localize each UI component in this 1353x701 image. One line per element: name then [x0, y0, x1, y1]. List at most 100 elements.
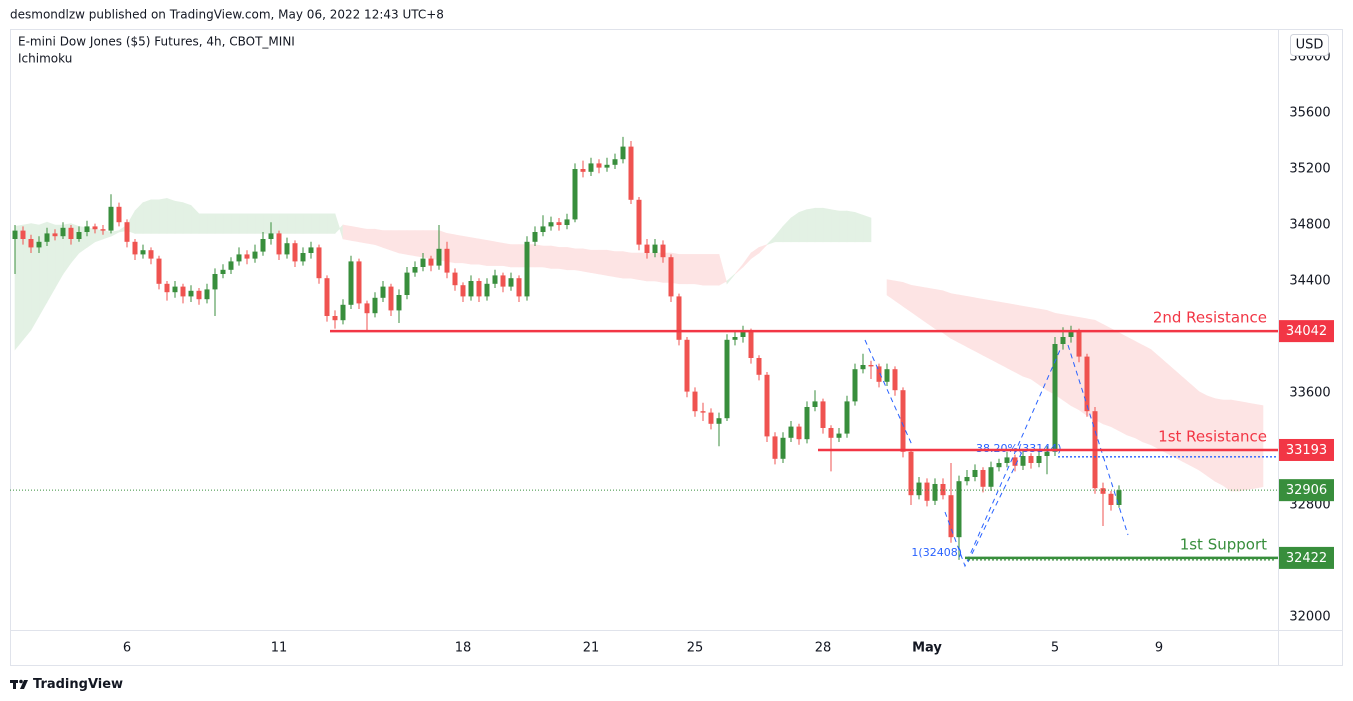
- candle-body: [188, 290, 194, 297]
- cloud-segment: [374, 228, 384, 248]
- y-tick-label: 32000: [1289, 609, 1330, 624]
- candle-body: [1020, 455, 1026, 466]
- cloud-segment: [286, 213, 296, 234]
- cloud-segment: [806, 207, 816, 243]
- candle-body: [932, 483, 938, 501]
- candle-body: [1012, 457, 1018, 466]
- candle-body: [972, 469, 978, 477]
- candle-body: [748, 331, 754, 358]
- cloud-segment: [182, 202, 192, 234]
- x-tick-label: 28: [815, 641, 832, 656]
- cloud-segment: [486, 240, 496, 266]
- cloud-segment: [294, 213, 304, 234]
- currency[interactable]: USD: [1296, 38, 1324, 53]
- candle-body: [1004, 457, 1010, 463]
- candle-body: [196, 290, 202, 300]
- candle-body: [452, 272, 458, 286]
- candle-body: [44, 233, 50, 242]
- cloud-segment: [358, 227, 368, 244]
- candle-body: [244, 254, 250, 259]
- candle-body: [596, 163, 602, 168]
- candle-body: [676, 296, 682, 340]
- cloud-segment: [934, 289, 944, 334]
- currency-box[interactable]: [1290, 34, 1329, 56]
- candle-body: [788, 426, 794, 438]
- candle-body: [412, 267, 418, 273]
- candle-body: [428, 258, 434, 266]
- cloud-segment: [974, 297, 984, 356]
- cloud-segment: [982, 298, 992, 360]
- candle-body: [508, 278, 514, 287]
- candle-body: [900, 390, 906, 452]
- candle-body: [1060, 336, 1066, 344]
- cloud-segment: [702, 254, 712, 286]
- candle-body: [524, 241, 530, 297]
- candle-body: [580, 169, 586, 172]
- cloud-segment: [694, 254, 704, 286]
- cloud-segment: [798, 209, 808, 243]
- cloud-segment: [382, 230, 392, 251]
- cloud-segment: [654, 252, 664, 283]
- candle-body: [324, 278, 330, 317]
- cloud-segment: [854, 211, 864, 243]
- cloud-segment: [166, 197, 176, 234]
- cloud-segment: [1118, 332, 1128, 436]
- candle-body: [180, 286, 186, 297]
- cloud-segment: [326, 213, 336, 234]
- candle-body: [84, 226, 90, 233]
- candle-body: [1036, 455, 1042, 463]
- price-tag: [1279, 438, 1334, 461]
- candle-body: [532, 232, 538, 242]
- cloud-segment: [822, 207, 832, 243]
- cloud-segment: [342, 224, 352, 241]
- cloud-segment: [622, 251, 632, 279]
- candle-body: [780, 437, 786, 459]
- level-label: 2nd Resistance: [1153, 309, 1267, 327]
- candle-body: [1084, 356, 1090, 412]
- candle-body: [612, 159, 618, 165]
- candle-body: [660, 244, 666, 258]
- candle-body: [380, 286, 386, 298]
- candle-body: [540, 226, 546, 233]
- candle-body: [12, 230, 18, 240]
- y-tick-label: 34800: [1289, 218, 1330, 233]
- candle-body: [220, 269, 226, 275]
- cloud-segment: [862, 214, 872, 243]
- price-tag: [1279, 320, 1334, 343]
- cloud-segment: [206, 213, 216, 234]
- candle-body: [348, 261, 354, 305]
- candle-body: [628, 146, 634, 200]
- cloud-segment: [1222, 399, 1232, 492]
- pattern-lines: [864, 339, 1129, 568]
- x-tick-label: May: [912, 641, 942, 656]
- candle-body: [1076, 331, 1082, 357]
- candle-body: [828, 427, 834, 438]
- candle-body: [924, 482, 930, 501]
- candle-body: [68, 227, 74, 240]
- candle-body: [60, 227, 66, 237]
- candle-body: [940, 483, 946, 496]
- y-tick-label: 32800: [1289, 497, 1330, 512]
- candle-body: [980, 469, 986, 487]
- cloud-segment: [366, 228, 376, 245]
- y-tick-label: 35200: [1289, 162, 1330, 177]
- cloud-segment: [470, 237, 480, 265]
- x-tick-label: 9: [1155, 641, 1163, 656]
- cloud-segment: [390, 230, 400, 254]
- candle-body: [716, 418, 722, 424]
- candle-body: [420, 258, 426, 268]
- price-tag-label: 33193: [1286, 443, 1327, 458]
- cloud-segment: [350, 226, 360, 243]
- candle-body: [772, 436, 778, 459]
- price-tag: [1279, 479, 1334, 502]
- cloud-segment: [318, 213, 328, 234]
- candle-body: [516, 278, 522, 297]
- cloud-segment: [1006, 303, 1016, 373]
- price-tag-label: 32422: [1286, 551, 1327, 566]
- candle-body: [172, 286, 178, 293]
- candle-body: [284, 243, 290, 255]
- candle-body: [92, 226, 98, 230]
- candle-body: [548, 222, 554, 227]
- candle-body: [156, 258, 162, 284]
- cloud-segment: [454, 234, 464, 264]
